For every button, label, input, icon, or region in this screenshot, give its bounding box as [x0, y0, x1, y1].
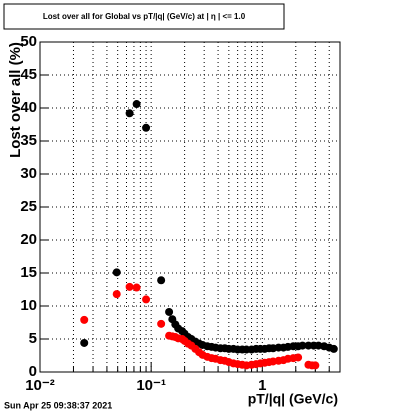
data-point	[132, 283, 141, 292]
data-point	[112, 290, 121, 299]
y-tick-label: 0	[29, 363, 37, 380]
y-tick-label: 40	[20, 99, 37, 116]
data-point	[125, 282, 134, 291]
y-tick-label: 15	[20, 264, 37, 281]
data-point	[142, 295, 151, 304]
data-point	[142, 123, 151, 132]
data-point	[125, 109, 134, 118]
plot-frame	[40, 42, 340, 372]
data-point	[132, 100, 141, 109]
y-tick-label: 50	[20, 33, 37, 50]
y-tick-label: 25	[20, 198, 37, 215]
x-tick-label: 10⁻²	[25, 377, 55, 394]
data-point	[165, 307, 174, 316]
data-point	[329, 344, 338, 353]
y-tick-label: 30	[20, 165, 37, 182]
y-tick-label: 35	[20, 132, 37, 149]
y-axis-label: Lost over all (%)	[7, 42, 24, 158]
data-point	[80, 315, 89, 324]
chart-title: Lost over all for Global vs pT/|q| (GeV/…	[43, 12, 246, 21]
data-point	[311, 361, 320, 370]
title-box	[3, 3, 285, 30]
y-tick-label: 10	[20, 297, 37, 314]
y-tick-label: 5	[29, 330, 37, 347]
data-point	[80, 338, 89, 347]
data-point	[294, 353, 303, 362]
data-point	[298, 341, 307, 350]
timestamp: Sun Apr 25 09:38:37 2021	[4, 400, 112, 410]
plot-border	[39, 41, 341, 373]
x-axis-label: pT/|q| (GeV/c)	[248, 391, 338, 407]
data-point	[112, 268, 121, 277]
x-tick-label: 1	[258, 377, 266, 394]
y-tick-label: 20	[20, 231, 37, 248]
x-tick-label: 10⁻¹	[136, 377, 166, 394]
y-tick-label: 45	[20, 66, 37, 83]
data-point	[157, 276, 166, 285]
data-point	[157, 319, 166, 328]
